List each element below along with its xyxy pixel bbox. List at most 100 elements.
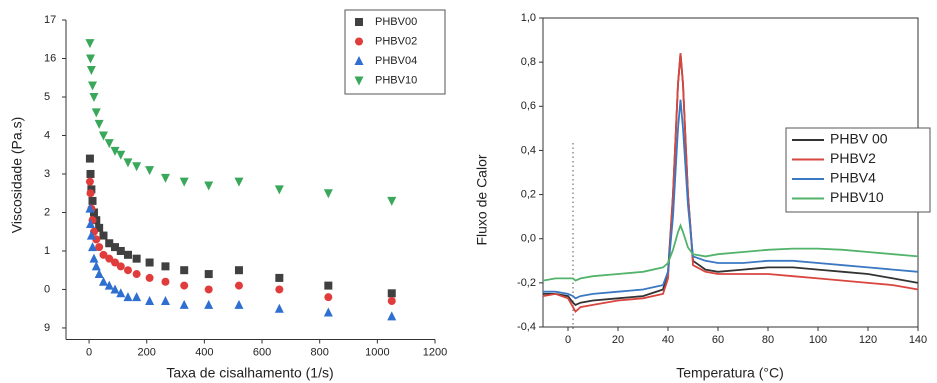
x-tick-label: 0 <box>565 334 571 346</box>
marker <box>116 262 125 271</box>
line <box>542 222 919 282</box>
marker <box>111 258 120 267</box>
y-tick-label: 17 <box>44 14 56 26</box>
legend-label: PHBV 00 <box>830 131 888 147</box>
x-tick-label: 140 <box>909 334 927 346</box>
marker <box>104 280 114 290</box>
line <box>542 53 919 314</box>
y-tick-label: 3 <box>44 168 50 180</box>
y-tick-label: 0 <box>44 283 50 295</box>
marker <box>91 108 101 118</box>
y-tick-label: 2 <box>44 206 50 218</box>
x-axis-label: Taxa de cisalhamento (1/s) <box>166 365 333 381</box>
legend-marker <box>354 56 364 65</box>
x-tick-label: 100 <box>809 334 827 346</box>
y-tick-label: 1 <box>44 245 50 257</box>
marker <box>145 296 155 306</box>
legend-marker <box>355 18 363 26</box>
marker <box>275 273 284 282</box>
marker <box>123 266 132 275</box>
marker <box>132 292 142 302</box>
x-tick-label: 1200 <box>423 346 447 358</box>
x-tick-label: 120 <box>859 334 877 346</box>
marker <box>99 231 108 240</box>
marker <box>86 189 95 198</box>
marker <box>99 250 108 259</box>
marker <box>274 303 284 313</box>
marker <box>234 299 244 309</box>
marker <box>387 289 396 298</box>
marker <box>110 146 120 156</box>
y-tick-label: -0,2 <box>517 277 536 289</box>
x-tick-label: 0 <box>86 346 92 358</box>
marker <box>86 230 96 240</box>
legend-label: PHBV02 <box>375 35 417 47</box>
marker <box>88 81 98 91</box>
marker <box>323 189 333 199</box>
marker <box>86 54 96 64</box>
marker <box>132 162 142 172</box>
legend-label: PHBV10 <box>375 74 417 86</box>
marker <box>123 158 133 168</box>
marker <box>123 292 133 302</box>
legend-marker <box>355 37 363 46</box>
marker <box>160 173 170 183</box>
x-tick-label: 800 <box>311 346 329 358</box>
marker <box>234 266 243 275</box>
marker <box>123 250 132 259</box>
x-tick-label: 400 <box>195 346 213 358</box>
marker <box>95 223 104 232</box>
marker <box>104 139 114 149</box>
marker <box>116 246 125 255</box>
y-tick-label: 0,6 <box>521 100 536 112</box>
y-tick-label: 9 <box>44 322 50 334</box>
marker <box>110 284 120 294</box>
marker <box>94 119 104 129</box>
marker <box>161 277 170 286</box>
marker <box>274 185 284 195</box>
marker <box>387 311 397 321</box>
x-tick-label: 60 <box>712 334 724 346</box>
marker <box>89 253 99 263</box>
marker <box>85 154 94 163</box>
marker <box>161 262 170 271</box>
marker <box>132 270 141 279</box>
marker <box>105 239 114 248</box>
marker <box>86 169 95 178</box>
marker <box>204 181 214 191</box>
marker <box>95 243 104 252</box>
marker <box>204 299 214 309</box>
legend-marker <box>354 76 364 86</box>
marker <box>111 243 120 252</box>
marker <box>86 219 96 229</box>
marker <box>179 177 189 187</box>
marker <box>86 66 96 76</box>
marker <box>91 261 101 271</box>
y-tick-label: 5 <box>44 91 50 103</box>
marker <box>180 266 189 275</box>
marker <box>323 307 333 317</box>
marker <box>145 166 155 176</box>
marker <box>98 131 108 141</box>
marker <box>204 270 213 279</box>
y-tick-label: 0,2 <box>521 188 536 200</box>
marker <box>88 242 98 252</box>
marker <box>98 276 108 286</box>
x-tick-label: 200 <box>138 346 156 358</box>
marker <box>204 285 213 294</box>
y-axis-label: Viscosidade (Pa.s) <box>9 117 25 233</box>
y-tick-label: 0,0 <box>521 233 536 245</box>
marker <box>85 203 95 213</box>
marker <box>324 293 333 302</box>
legend-label: PHBV4 <box>830 170 876 186</box>
marker <box>132 254 141 263</box>
marker <box>85 39 95 49</box>
legend-label: PHBV2 <box>830 150 876 166</box>
x-tick-label: 1000 <box>365 346 389 358</box>
legend-label: PHBV04 <box>375 55 417 67</box>
line <box>543 99 919 300</box>
marker <box>85 177 94 186</box>
marker <box>179 299 189 309</box>
marker <box>275 285 284 294</box>
